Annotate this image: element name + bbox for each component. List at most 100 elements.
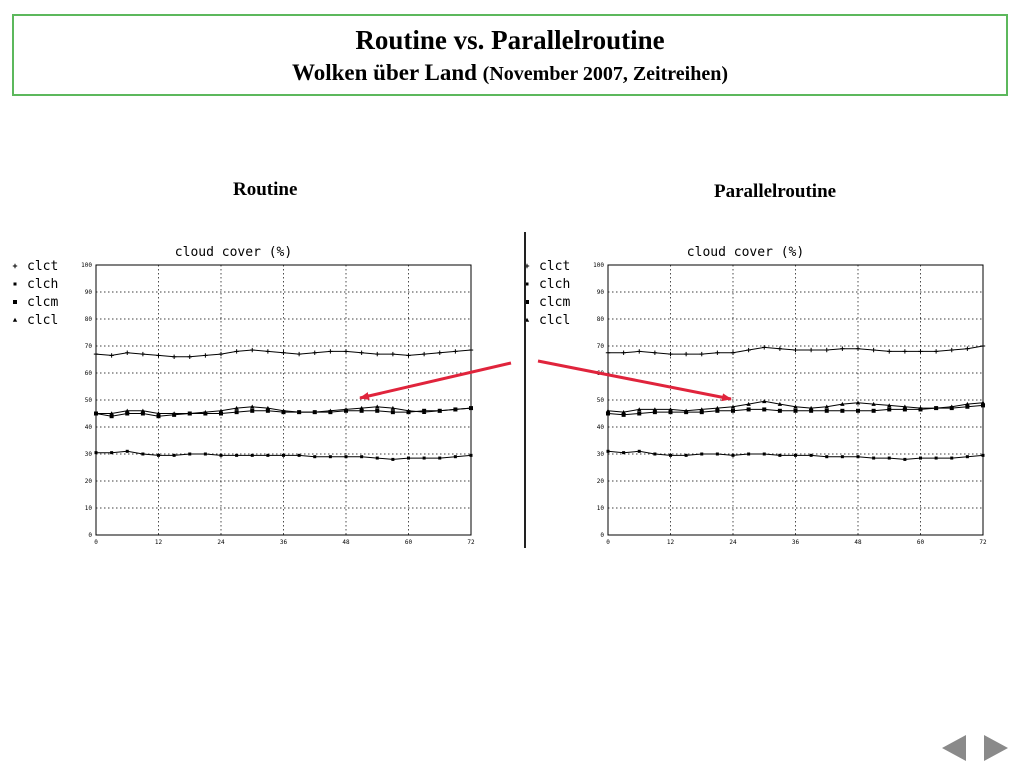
data-point-clch [950,456,954,460]
data-point-clch [762,452,766,456]
legend-marker-clch [13,282,17,286]
data-point-clct [762,345,767,350]
data-point-clcm [856,408,860,413]
x-tick-label: 60 [405,539,413,546]
title-box: Routine vs. Parallelroutine Wolken über … [12,14,1008,96]
data-point-clcm [606,411,610,416]
data-point-clcl [621,409,626,414]
x-tick-label: 12 [667,539,675,546]
data-point-clct [218,351,224,357]
y-tick-label: 20 [597,478,605,485]
data-point-clcl [777,401,783,406]
chart-grid [607,264,984,536]
data-point-clcl [312,409,317,414]
data-point-clcl [375,404,380,409]
data-point-clch [653,452,657,456]
data-point-clch [453,455,457,459]
data-point-clch [794,453,797,457]
data-point-clct [777,346,783,351]
data-point-clcl [437,408,442,413]
legend-marker-clcm [13,300,17,304]
y-tick-label: 0 [600,532,604,539]
data-point-clcl [949,404,954,409]
data-point-clcm [840,408,845,413]
chart-legend: clct clch clcm clcl [12,259,58,328]
data-point-clct [824,347,829,353]
data-point-clct [156,353,161,358]
data-point-clcl [187,411,192,416]
data-point-clch [266,453,270,457]
y-tick-label: 10 [597,505,605,512]
data-point-clcm [746,407,751,412]
data-point-clcm [887,407,892,412]
x-tick-label: 36 [792,539,800,546]
data-point-clcm [109,414,114,419]
data-point-clcm [265,408,270,413]
data-point-clct [933,349,939,354]
chart-routine: cloud cover (%) 0 10 20 30 40 50 60 70 80 90 100 0 12… [12,245,475,546]
data-point-clch [344,455,348,459]
data-point-clch [965,455,969,459]
data-point-clcm [871,408,876,413]
data-point-clch [157,453,160,457]
data-point-clcl [855,400,861,405]
data-point-clct [250,347,255,353]
legend-label-clcm: clcm [539,295,570,310]
data-point-clch [809,453,813,457]
data-point-clct [265,349,271,354]
data-point-clct [281,350,286,355]
data-point-clct [468,347,474,353]
chart-parallelroutine: cloud cover (%) 0 10 20 30 40 50 60 70 80 90 100 0 12… [524,245,987,546]
data-point-clcl [281,408,286,413]
series-clcl [93,404,474,416]
y-tick-label: 20 [85,478,93,485]
data-point-clcl [328,408,333,413]
data-point-clcl [871,401,876,406]
next-slide-button[interactable] [980,734,1012,762]
x-tick-label: 0 [606,539,610,546]
data-point-clcl [668,407,673,412]
series-clch [94,449,473,461]
data-point-clct [453,349,458,354]
data-point-clct [683,351,689,357]
data-point-clch [622,451,626,455]
data-point-clch [700,452,704,456]
data-point-clcl [203,409,208,414]
y-tick-label: 40 [597,424,605,431]
data-point-clcl [171,411,177,416]
data-point-clcl [918,405,923,410]
legend-label-clch: clch [539,277,570,292]
data-point-clcl [140,408,146,413]
legend-marker-clch [525,282,529,286]
data-point-clct [871,347,876,353]
x-tick-label: 48 [342,539,350,546]
series-clcl [605,399,986,414]
series-clct [605,343,986,357]
prev-slide-button[interactable] [938,734,970,762]
y-tick-label: 50 [85,397,93,404]
data-point-clcl [156,411,161,416]
page-title: Routine vs. Parallelroutine [355,25,665,55]
y-tick-label: 100 [593,262,604,269]
data-point-clcm [652,410,657,415]
data-point-clcl [933,405,939,410]
legend-label-clct: clct [27,259,58,274]
data-point-clcl [125,408,130,413]
data-point-clch [188,452,192,456]
data-point-clcm [668,410,673,415]
data-point-clch [438,456,442,460]
data-point-clch [606,449,610,453]
data-point-clch [375,456,379,460]
series-clct [93,347,474,359]
data-point-clch [981,453,985,457]
data-point-clcl [468,405,474,410]
legend-marker-clcl [12,317,18,322]
data-point-clcm [140,411,145,416]
panel-label-parallelroutine: Parallelroutine [714,181,837,202]
data-point-clcm [125,411,130,416]
y-tick-label: 0 [88,532,92,539]
legend-label-clch: clch [27,277,58,292]
plot-frame [95,264,472,536]
data-point-clcm [793,408,798,413]
y-tick-label: 100 [81,262,92,269]
